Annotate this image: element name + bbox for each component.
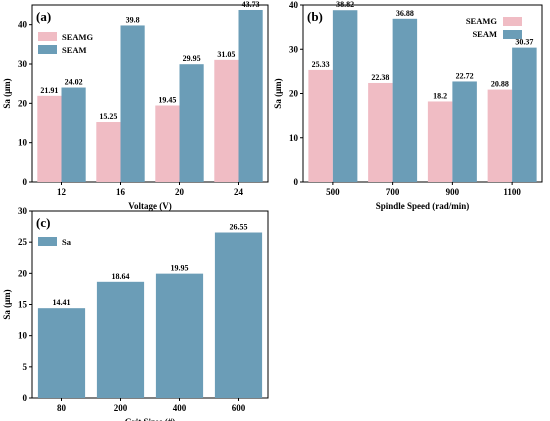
- data-label: 25.33: [312, 60, 330, 69]
- bar-seamg-500: [308, 69, 333, 182]
- bar-seam-500: [332, 10, 358, 183]
- legend-label: SEAMG: [466, 16, 498, 26]
- data-label: 18.2: [433, 91, 447, 100]
- x-axis-title: Spindle Speed (rad/min): [376, 201, 470, 211]
- y-tick-label: 0: [23, 393, 28, 403]
- y-tick-label: 20: [18, 268, 28, 278]
- bar-seamg-16: [96, 122, 121, 182]
- legend-label: SEAM: [62, 45, 87, 55]
- x-tick-label: 400: [173, 403, 187, 413]
- data-label: 39.8: [126, 15, 140, 24]
- y-tick-label: 30: [18, 206, 28, 216]
- data-label: 43.73: [242, 0, 260, 9]
- x-tick-label: 200: [114, 403, 128, 413]
- data-label: 31.05: [217, 50, 235, 59]
- bar-sa-80: [37, 308, 86, 398]
- x-tick-label: 600: [232, 403, 246, 413]
- x-axis-title: Voltage (V): [128, 201, 171, 211]
- data-label: 36.88: [396, 9, 414, 18]
- data-label: 18.64: [112, 272, 130, 281]
- legend-label: SEAMG: [62, 32, 94, 42]
- chart-panel-1: 0 10 20 30 40 500 25.33 38.82 700 22.38 36.88 900 18…: [273, 0, 543, 211]
- y-axis-title: Sa (μm): [2, 289, 12, 319]
- data-label: 21.91: [40, 86, 58, 95]
- x-tick-label: 12: [57, 187, 67, 197]
- bar-seamg-700: [368, 82, 393, 182]
- bar-seam-20: [179, 64, 204, 182]
- data-label: 24.02: [65, 78, 83, 87]
- y-tick-label: 10: [18, 331, 28, 341]
- y-tick-label: 40: [18, 20, 28, 30]
- x-axis-title: Grit Sizes (#): [125, 417, 175, 421]
- x-tick-label: 20: [175, 187, 185, 197]
- bar-sa-400: [155, 273, 204, 398]
- bar-seam-900: [452, 81, 477, 182]
- y-tick-label: 5: [23, 362, 28, 372]
- x-tick-label: 900: [446, 187, 460, 197]
- legend-swatch: [503, 30, 522, 39]
- x-tick-label: 500: [326, 187, 340, 197]
- data-label: 15.25: [99, 112, 117, 121]
- bar-seamg-900: [427, 101, 453, 182]
- y-axis-title: Sa (μm): [273, 78, 283, 108]
- panel-label: (a): [36, 9, 51, 24]
- y-tick-label: 25: [18, 237, 28, 247]
- legend-swatch: [38, 32, 57, 41]
- bar-seamg-24: [214, 59, 239, 183]
- y-tick-label: 0: [294, 177, 299, 187]
- bar-sa-600: [214, 232, 263, 398]
- data-label: 29.95: [183, 54, 201, 63]
- data-label: 22.38: [371, 73, 389, 82]
- bar-seamg-12: [37, 95, 62, 182]
- y-axis-title: Sa (μm): [2, 78, 12, 108]
- chart-panel-0: 0 10 20 30 40 12 21.91 24.02 16 15.25 39.8 20 19.45 2…: [2, 0, 269, 211]
- bar-sa-200: [96, 281, 145, 398]
- x-tick-label: 80: [57, 403, 67, 413]
- bar-seamg-1100: [487, 89, 513, 182]
- data-label: 26.55: [230, 223, 248, 232]
- chart-panel-2: 0 5 10 15 20 25 30 80 14.41 200 18.64 400 19.95 600 26…: [2, 206, 269, 421]
- data-label: 14.41: [53, 298, 71, 307]
- y-tick-label: 40: [289, 0, 299, 10]
- bar-seam-700: [392, 18, 418, 182]
- data-label: 20.88: [491, 80, 509, 89]
- bar-seam-24: [238, 9, 263, 183]
- y-tick-label: 15: [18, 300, 28, 310]
- y-tick-label: 20: [289, 89, 299, 99]
- y-tick-label: 30: [289, 44, 299, 54]
- x-tick-label: 16: [116, 187, 126, 197]
- legend-label: Sa: [62, 237, 72, 247]
- y-tick-label: 20: [18, 98, 28, 108]
- panel-label: (c): [36, 215, 50, 230]
- data-label: 19.45: [158, 95, 176, 104]
- bar-seam-1100: [512, 47, 537, 183]
- data-label: 30.37: [515, 38, 533, 47]
- bar-seam-16: [120, 25, 145, 182]
- legend-swatch: [38, 45, 57, 54]
- panel-label: (b): [307, 9, 323, 24]
- x-tick-label: 24: [234, 187, 244, 197]
- data-label: 19.95: [171, 264, 189, 273]
- x-tick-label: 1100: [503, 187, 521, 197]
- y-tick-label: 0: [23, 177, 28, 187]
- legend-swatch: [503, 17, 522, 26]
- x-tick-label: 700: [386, 187, 400, 197]
- data-label: 38.82: [336, 0, 354, 9]
- legend-label: SEAM: [472, 29, 497, 39]
- bar-seamg-20: [155, 105, 180, 182]
- y-tick-label: 10: [18, 138, 28, 148]
- y-tick-label: 30: [18, 59, 28, 69]
- legend-swatch: [38, 237, 57, 246]
- bar-seam-12: [61, 87, 86, 182]
- data-label: 22.72: [456, 71, 474, 80]
- plot-frame: [31, 4, 269, 183]
- y-tick-label: 10: [289, 133, 299, 143]
